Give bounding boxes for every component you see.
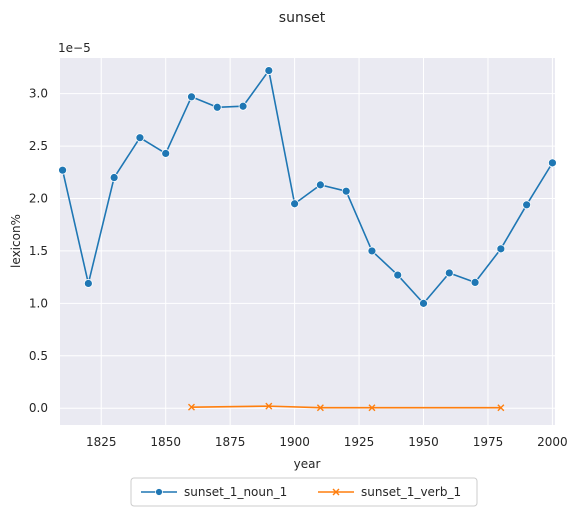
data-point: [315, 180, 325, 190]
data-point: [161, 149, 171, 158]
data-point: [83, 279, 93, 288]
legend-marker-verb: [332, 488, 340, 496]
y-tick-label: 1.0: [29, 296, 48, 310]
x-tick-label: 1900: [279, 435, 310, 449]
y-tick-label: 3.0: [29, 87, 48, 101]
y-scale-note: 1e−5: [58, 41, 91, 55]
data-point-stroke: [368, 404, 376, 412]
data-point: [341, 186, 351, 196]
legend-label-verb: sunset_1_verb_1: [361, 485, 461, 499]
x-tick-label: 1925: [344, 435, 375, 449]
data-point-stroke: [265, 402, 273, 410]
data-point: [135, 133, 145, 143]
legend: sunset_1_noun_1 sunset_1_verb_1: [130, 477, 478, 507]
data-point: [265, 402, 273, 410]
data-point: [496, 244, 506, 254]
y-tick-label: 0.5: [29, 349, 48, 363]
data-point: [470, 277, 480, 287]
x-tick-label: 1825: [86, 435, 117, 449]
data-point: [548, 158, 557, 168]
data-point: [290, 199, 300, 209]
data-point-stroke: [187, 403, 195, 411]
series-group: [58, 66, 557, 412]
legend-label-noun: sunset_1_noun_1: [184, 485, 287, 499]
data-point: [109, 173, 119, 182]
y-tick-label: 0.0: [29, 401, 48, 415]
x-tick-label: 1975: [473, 435, 504, 449]
grid: [60, 58, 555, 425]
series-line-noun: [61, 69, 554, 305]
data-point: [316, 404, 324, 412]
x-tick-label: 1950: [408, 435, 439, 449]
y-axis: 0.0 0.5 1.0 1.5 2.0 2.5 3.0: [29, 87, 48, 416]
x-tick-label: 1850: [150, 435, 181, 449]
y-tick-label: 2.5: [29, 139, 48, 153]
y-tick-label: 2.0: [29, 192, 48, 206]
data-point: [393, 270, 403, 280]
data-point: [419, 298, 428, 308]
data-point-stroke: [316, 404, 324, 412]
y-axis-label: lexicon%: [9, 214, 23, 268]
data-point: [522, 200, 532, 210]
y-tick-label: 1.5: [29, 244, 48, 258]
x-tick-label: 2000: [537, 435, 568, 449]
data-point: [187, 403, 195, 411]
data-point-stroke: [497, 404, 505, 412]
data-point: [264, 66, 274, 75]
data-point: [497, 404, 505, 412]
legend-marker-noun: [155, 488, 163, 496]
data-point: [444, 268, 454, 278]
data-point: [368, 404, 376, 412]
x-axis: 1825 1850 1875 1900 1925 1950 1975 2000: [86, 435, 568, 449]
chart-title: sunset: [279, 10, 326, 26]
data-point: [212, 102, 222, 112]
legend-frame: [130, 477, 478, 507]
plot-area: [60, 58, 555, 425]
data-point: [238, 101, 248, 111]
data-point: [58, 165, 67, 175]
x-axis-label: year: [294, 457, 321, 471]
data-point: [187, 92, 196, 102]
x-tick-label: 1875: [215, 435, 246, 449]
data-point: [367, 246, 377, 256]
